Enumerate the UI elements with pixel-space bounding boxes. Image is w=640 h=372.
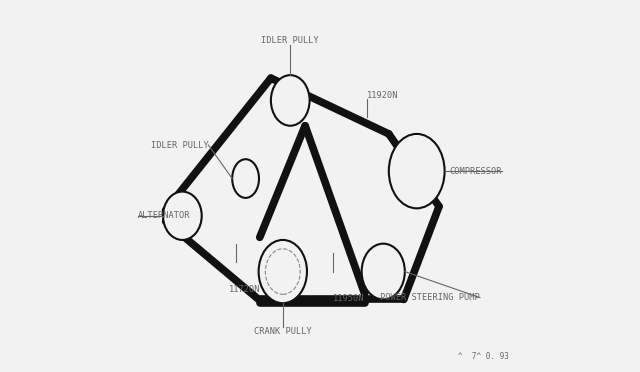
Ellipse shape xyxy=(362,244,405,299)
Text: COMPRESSOR: COMPRESSOR xyxy=(450,167,502,176)
Ellipse shape xyxy=(271,75,310,126)
Text: ALTERNATOR: ALTERNATOR xyxy=(138,211,190,220)
Text: IDLER PULLY: IDLER PULLY xyxy=(261,36,319,45)
Ellipse shape xyxy=(389,134,445,208)
Ellipse shape xyxy=(232,159,259,198)
Text: 11920N: 11920N xyxy=(367,91,398,100)
Text: 11950N: 11950N xyxy=(333,294,365,303)
Text: POWER STEERING PUMP: POWER STEERING PUMP xyxy=(380,293,480,302)
Text: 11720N: 11720N xyxy=(229,285,260,294)
Ellipse shape xyxy=(163,192,202,240)
Ellipse shape xyxy=(266,249,300,294)
Text: IDLER PULLY: IDLER PULLY xyxy=(150,141,209,150)
Text: ^  7^ 0. 93: ^ 7^ 0. 93 xyxy=(458,352,509,361)
Text: CRANK PULLY: CRANK PULLY xyxy=(254,327,312,336)
Ellipse shape xyxy=(259,240,307,303)
